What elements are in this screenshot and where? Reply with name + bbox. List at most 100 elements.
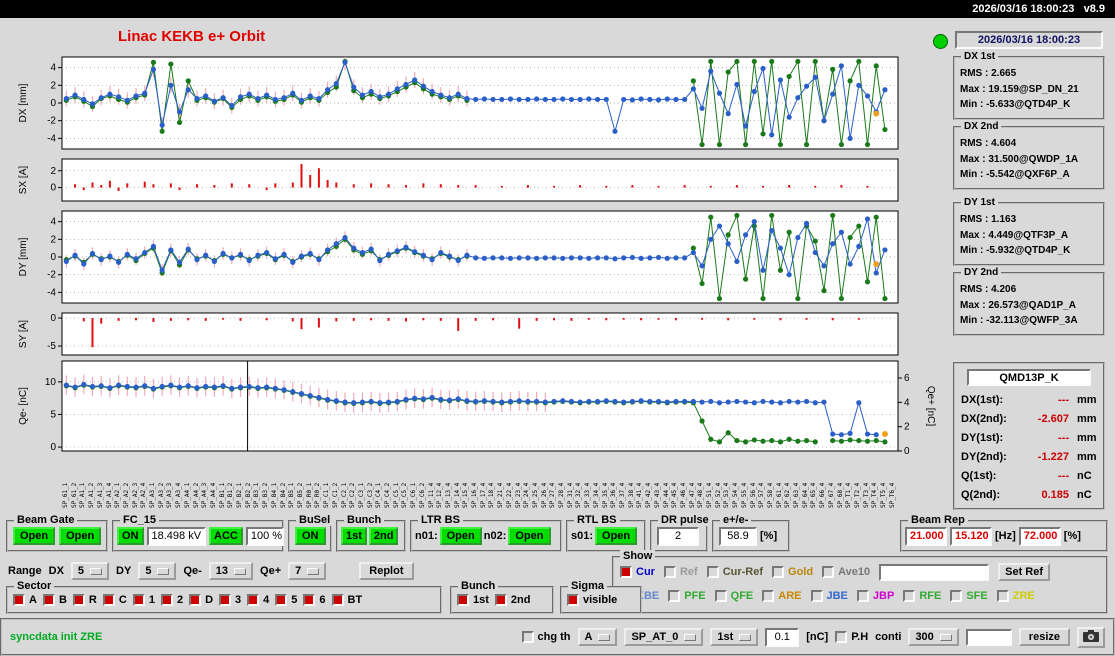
monitor-row-unit: mm: [1077, 393, 1097, 406]
show-cur-ref-checkbox[interactable]: Cur-Ref: [706, 566, 763, 578]
show-ave10-checkbox[interactable]: Ave10: [822, 566, 870, 578]
bpm-label: SP_44_4: [662, 482, 670, 508]
group-sector: Sector A B R C 1 2 D 3 4 5 6 BT: [6, 580, 442, 614]
bpm-label: SP_58_4: [766, 482, 774, 508]
beam-gate-1-button[interactable]: Open: [13, 527, 56, 545]
checkbox-indicator: [219, 594, 232, 606]
bpm-label: SP_T6_4: [888, 482, 896, 508]
bunch-2nd-button[interactable]: 2nd: [368, 527, 399, 545]
bpm-label: SP_55_4: [740, 482, 748, 508]
bpm-label: SP_13_4: [444, 482, 452, 508]
beam-gate-2-button[interactable]: Open: [59, 527, 102, 545]
ltr-n02-label: n02:: [483, 530, 507, 542]
checkbox-indicator: [856, 590, 869, 602]
ep-em-ratio-field[interactable]: 58.9: [719, 526, 757, 546]
chg-th-checkbox[interactable]: chg th: [521, 631, 571, 643]
checkbox-label: PFE: [684, 590, 706, 602]
show-zre-checkbox[interactable]: ZRE: [996, 590, 1035, 602]
dr-pulse-field[interactable]: 2: [657, 526, 699, 546]
fc15-voltage-field[interactable]: 18.498 kV: [146, 526, 207, 546]
sigma-visible-checkbox[interactable]: visible: [567, 594, 617, 606]
show-sfe-checkbox[interactable]: SFE: [950, 590, 988, 602]
checkbox-label: 5: [291, 594, 298, 606]
sector-c-checkbox[interactable]: C: [102, 594, 127, 606]
monitor-select-menu[interactable]: SP_AT_0: [624, 628, 704, 646]
show-cur-checkbox[interactable]: Cur: [620, 566, 655, 578]
checkbox-indicator: [160, 594, 173, 606]
fc15-duty-field[interactable]: 100 %: [245, 526, 284, 546]
group-label: BuSel: [296, 514, 334, 527]
beam-rep-field-3[interactable]: 72.000: [1018, 526, 1061, 546]
show-gold-checkbox[interactable]: Gold: [772, 566, 813, 578]
ltr-n01-label: n01:: [415, 530, 438, 542]
group-label: Beam Rep: [908, 514, 968, 527]
sector-bt-checkbox[interactable]: BT: [331, 594, 362, 606]
sector-5-checkbox[interactable]: 5: [275, 594, 297, 606]
replot-button[interactable]: Replot: [359, 562, 414, 580]
fc15-acc-button[interactable]: ACC: [209, 527, 243, 545]
checkbox-indicator: [835, 631, 848, 643]
bpm-label: SP_63_4: [793, 482, 801, 508]
show-qfe-checkbox[interactable]: QFE: [714, 590, 753, 602]
sector-6-checkbox[interactable]: 6: [303, 594, 326, 606]
sector-b-checkbox[interactable]: B: [42, 594, 67, 606]
show-ref-checkbox[interactable]: Ref: [663, 566, 698, 578]
blank-entry[interactable]: [965, 628, 1012, 646]
sector-4-checkbox[interactable]: 4: [247, 594, 269, 606]
monitor-row-value: ---: [1058, 393, 1069, 406]
bpm-label: SP_15_4: [462, 482, 470, 508]
range-qep-menu[interactable]: 7: [288, 562, 327, 580]
checkbox-label: RFE: [919, 590, 942, 602]
sector-1-checkbox[interactable]: 1: [132, 594, 155, 606]
ph-checkbox[interactable]: P.H: [835, 631, 868, 643]
rtl-s01-open-button[interactable]: Open: [595, 527, 638, 545]
range-label: Range: [8, 565, 42, 577]
busel-on-button[interactable]: ON: [295, 527, 326, 545]
show-rfe-checkbox[interactable]: RFE: [903, 590, 941, 602]
set-ref-button[interactable]: Set Ref: [998, 563, 1051, 581]
range-qem-menu[interactable]: 13: [208, 562, 254, 580]
checkbox-indicator: [521, 631, 534, 643]
sector-3-checkbox[interactable]: 3: [219, 594, 241, 606]
threshold-entry[interactable]: 0.1: [765, 627, 800, 647]
bpm-label: SP_A2_4: [140, 482, 148, 508]
range-dx-menu[interactable]: 5: [70, 562, 110, 580]
svg-text:SX [A]: SX [A]: [18, 166, 29, 195]
sector-a-checkbox[interactable]: A: [13, 594, 37, 606]
window-titlebar: 2026/03/16 18:00:23 v8.9: [0, 0, 1115, 18]
sector-r-checkbox[interactable]: R: [72, 594, 97, 606]
bunch-1st-checkbox[interactable]: 1st: [457, 594, 489, 606]
show-jbp-checkbox[interactable]: JBP: [856, 590, 894, 602]
bpm-label: SP_56_4: [749, 482, 757, 508]
sector-select-menu[interactable]: A: [577, 628, 618, 646]
monitor-readout-panel: QMD13P_K DX(1st): --- mm DX(2nd): -2.607 mm DY…: [953, 362, 1105, 510]
group-beam-rep: Beam Rep 21.000 15.120 [Hz] 72.000 [%]: [900, 514, 1108, 552]
bunch-select-menu[interactable]: 1st: [710, 628, 759, 646]
interval-menu[interactable]: 300: [908, 628, 959, 646]
checkbox-label: ARE: [778, 590, 802, 602]
beam-rep-field-1[interactable]: 21.000: [905, 526, 947, 546]
beam-rep-field-2[interactable]: 15.120: [950, 526, 992, 546]
resize-button[interactable]: resize: [1018, 628, 1070, 646]
ltr-n01-open-button[interactable]: Open: [439, 527, 482, 545]
show-pfe-checkbox[interactable]: PFE: [668, 590, 706, 602]
show-are-checkbox[interactable]: ARE: [762, 590, 802, 602]
group-label: Bunch: [344, 514, 385, 527]
bpm-label: SP_A2_2: [122, 482, 130, 508]
ltr-n02-open-button[interactable]: Open: [508, 527, 551, 545]
menu-indicator-icon: [598, 633, 611, 641]
menu-indicator-icon: [90, 567, 103, 575]
ref-file-entry[interactable]: [879, 563, 990, 581]
bunch-1st-button[interactable]: 1st: [341, 527, 367, 545]
sector-2-checkbox[interactable]: 2: [160, 594, 184, 606]
sector-d-checkbox[interactable]: D: [189, 594, 213, 606]
monitor-row: DY(2nd): -1.227 mm: [955, 447, 1103, 466]
snapshot-button[interactable]: [1077, 626, 1105, 648]
group-fc15: FC_15 ON 18.498 kV ACC 100 %: [112, 514, 284, 552]
checkbox-label: 2: [176, 594, 184, 606]
range-dy-menu[interactable]: 5: [138, 562, 177, 580]
fc15-on-button[interactable]: ON: [117, 527, 144, 545]
bunch-2nd-checkbox[interactable]: 2nd: [494, 594, 530, 606]
monitor-name-field[interactable]: QMD13P_K: [967, 369, 1091, 386]
show-jbe-checkbox[interactable]: JBE: [810, 590, 848, 602]
